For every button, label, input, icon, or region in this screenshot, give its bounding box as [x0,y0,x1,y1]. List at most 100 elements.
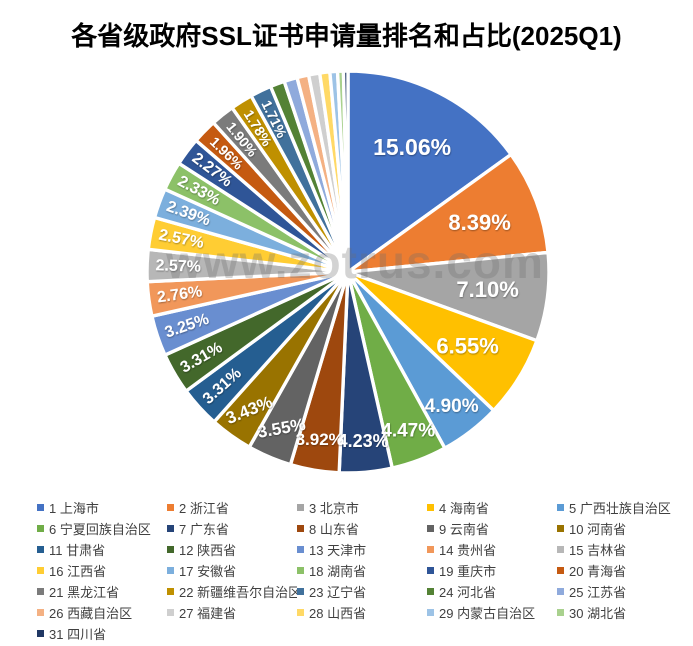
legend-swatch [37,630,44,637]
legend-item-21: 21 黑龙江省 [37,582,167,601]
legend-item-13: 13 天津市 [297,540,427,559]
legend-swatch [37,609,44,616]
legend-item-24: 24 河北省 [427,582,557,601]
pie-slice-2 [346,152,550,274]
legend-swatch [557,525,564,532]
legend-item-label: 22 新疆维吾尔自治区 [179,585,297,600]
watermark: www.zotrus.com [165,236,544,288]
legend-item-label: 18 湖南省 [309,564,367,579]
legend-item-label: 20 青海省 [569,564,627,579]
legend-swatch [427,504,434,511]
legend-item-label: 13 天津市 [309,543,367,558]
legend-item-label: 29 内蒙古自治区 [439,606,536,621]
legend-item-1: 1 上海市 [37,498,167,517]
legend-item-16: 16 江西省 [37,561,167,580]
slice-label-8: 3.92% [296,430,344,449]
legend-item-label: 24 河北省 [439,585,497,600]
slice-label-15: 2.57% [155,257,201,276]
legend-item-label: 25 江苏省 [569,585,627,600]
legend-swatch [427,546,434,553]
slice-label-1: 15.06% [373,134,451,160]
legend-swatch [427,567,434,574]
pie-slice-31 [341,69,350,274]
legend-swatch [37,567,44,574]
legend-item-label: 15 吉林省 [569,543,627,558]
legend-item-label: 3 北京市 [309,501,359,516]
legend-item-4: 4 海南省 [427,498,557,517]
legend-item-label: 6 宁夏回族自治区 [49,522,151,537]
chart-title: 各省级政府SSL证书申请量排名和占比(2025Q1) [71,21,622,51]
legend-item-18: 18 湖南省 [297,561,427,580]
legend-item-31: 31 四川省 [37,624,167,643]
legend-item-label: 23 辽宁省 [309,585,367,600]
legend-item-label: 31 四川省 [49,627,107,642]
pie-slice-1 [346,69,513,274]
legend-swatch [167,504,174,511]
legend-item-20: 20 青海省 [557,561,687,580]
legend-item-label: 21 黑龙江省 [49,585,120,600]
legend: 1 上海市 2 浙江省 3 北京市 4 海南省 5 广西壮族自治区 6 宁夏回族自治区 7 … [37,497,687,644]
legend-item-label: 5 广西壮族自治区 [569,501,671,516]
legend-item-22: 22 新疆维吾尔自治区 [167,582,297,601]
slice-label-14: 2.76% [156,283,203,306]
legend-item-23: 23 辽宁省 [297,582,427,601]
slice-label-2: 8.39% [448,210,510,235]
legend-item-12: 12 陕西省 [167,540,297,559]
slice-label-3: 7.10% [456,277,518,302]
legend-item-label: 12 陕西省 [179,543,237,558]
legend-item-label: 11 甘肃省 [49,543,106,558]
legend-swatch [167,609,174,616]
legend-item-28: 28 山西省 [297,603,427,622]
slice-label-7: 4.23% [338,431,389,451]
legend-item-label: 27 福建省 [179,606,237,621]
legend-item-label: 9 云南省 [439,522,489,537]
legend-swatch [557,567,564,574]
legend-item-19: 19 重庆市 [427,561,557,580]
legend-item-30: 30 湖北省 [557,603,687,622]
legend-item-27: 27 福建省 [167,603,297,622]
legend-swatch [557,588,564,595]
legend-swatch [297,525,304,532]
legend-swatch [557,546,564,553]
legend-swatch [37,588,44,595]
legend-swatch [167,546,174,553]
legend-swatch [297,504,304,511]
legend-swatch [427,588,434,595]
legend-swatch [167,567,174,574]
legend-item-label: 10 河南省 [569,522,627,537]
slice-label-6: 4.47% [381,420,435,441]
legend-swatch [167,525,174,532]
legend-item-label: 1 上海市 [49,501,99,516]
legend-swatch [297,546,304,553]
legend-item-25: 25 江苏省 [557,582,687,601]
legend-item-6: 6 宁夏回族自治区 [37,519,167,538]
legend-item-label: 17 安徽省 [179,564,237,579]
legend-swatch [37,504,44,511]
legend-swatch [427,525,434,532]
legend-item-15: 15 吉林省 [557,540,687,559]
legend-item-17: 17 安徽省 [167,561,297,580]
legend-swatch [427,609,434,616]
legend-item-26: 26 西藏自治区 [37,603,167,622]
slice-label-4: 6.55% [436,334,498,359]
legend-item-3: 3 北京市 [297,498,427,517]
legend-item-29: 29 内蒙古自治区 [427,603,557,622]
legend-item-2: 2 浙江省 [167,498,297,517]
slice-label-5: 4.90% [425,396,479,417]
legend-item-label: 14 贵州省 [439,543,497,558]
legend-item-11: 11 甘肃省 [37,540,167,559]
legend-swatch [37,546,44,553]
pie-slices [145,69,551,475]
legend-item-8: 8 山东省 [297,519,427,538]
legend-swatch [297,588,304,595]
legend-item-14: 14 贵州省 [427,540,557,559]
legend-swatch [167,588,174,595]
legend-swatch [557,609,564,616]
legend-swatch [297,609,304,616]
legend-item-10: 10 河南省 [557,519,687,538]
legend-item-label: 4 海南省 [439,501,489,516]
legend-item-label: 30 湖北省 [569,606,627,621]
legend-item-label: 2 浙江省 [179,501,229,516]
